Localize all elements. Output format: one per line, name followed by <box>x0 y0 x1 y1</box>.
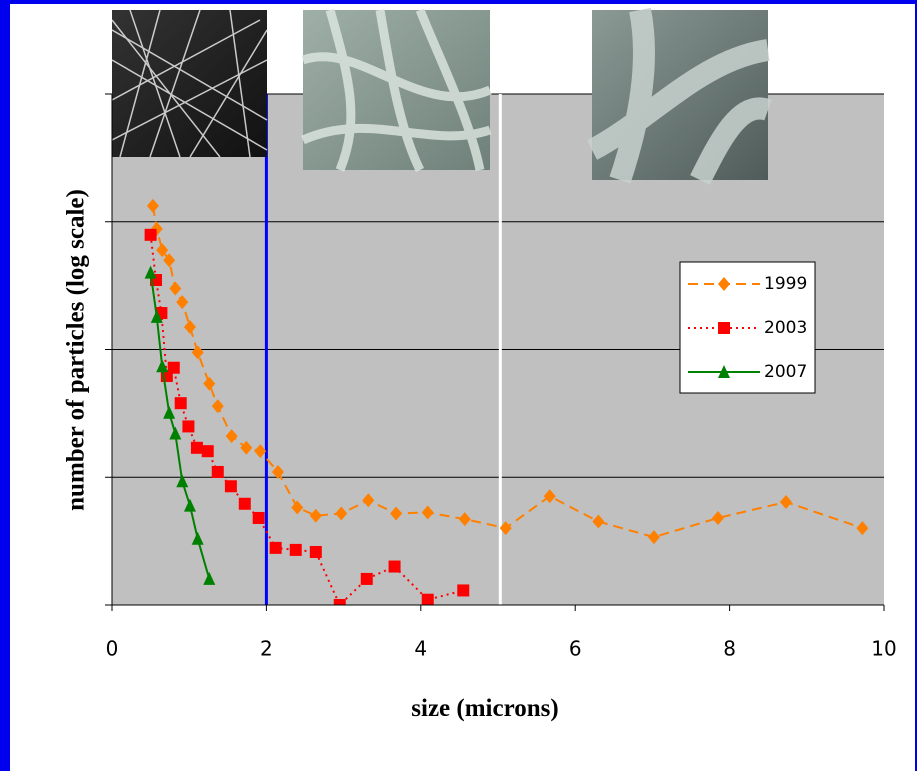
fiber-image-fine <box>111 9 268 158</box>
marker <box>211 399 224 414</box>
legend-label: 2007 <box>764 362 807 382</box>
marker <box>146 198 159 213</box>
marker <box>191 345 204 360</box>
marker <box>176 295 189 310</box>
marker <box>191 531 204 545</box>
axes: 0 2 4 6 8 10 <box>105 93 897 661</box>
fiber-image-medium <box>301 8 492 173</box>
marker <box>224 480 237 493</box>
marker <box>289 543 302 556</box>
legend-label: 2003 <box>764 318 807 338</box>
x-tick-label: 0 <box>106 637 119 661</box>
marker <box>182 420 195 433</box>
marker <box>225 429 238 444</box>
marker <box>169 426 182 440</box>
marker <box>291 500 304 515</box>
marker <box>254 444 267 459</box>
x-axis-title: size (microns) <box>411 695 558 722</box>
marker <box>190 441 203 454</box>
marker <box>211 465 224 478</box>
marker <box>592 514 605 529</box>
marker <box>271 464 284 479</box>
marker <box>150 309 163 323</box>
marker <box>421 593 434 605</box>
marker <box>457 584 470 597</box>
marker <box>163 405 176 419</box>
marker <box>647 530 660 545</box>
marker <box>183 498 196 512</box>
legend: 1999 2003 2007 <box>679 261 816 394</box>
marker <box>163 253 176 268</box>
marker <box>360 572 373 585</box>
marker <box>269 541 282 554</box>
series-group <box>144 198 869 605</box>
x-tick-label: 6 <box>569 637 582 661</box>
x-tick-label: 10 <box>871 637 896 661</box>
marker <box>167 361 180 374</box>
marker <box>362 493 375 508</box>
marker <box>421 505 434 520</box>
marker <box>169 281 182 296</box>
marker <box>252 511 265 524</box>
y-axis-title: number of particles (log scale) <box>63 189 90 511</box>
marker <box>156 359 169 373</box>
marker <box>458 512 471 527</box>
marker <box>335 506 348 521</box>
marker <box>201 445 214 458</box>
x-tick-label: 4 <box>414 637 427 661</box>
marker <box>309 508 322 523</box>
series-line <box>151 205 863 539</box>
legend-label: 1999 <box>764 274 807 294</box>
fiber-image-coarse <box>586 7 772 185</box>
x-tick-label: 8 <box>723 637 736 661</box>
marker <box>240 440 253 455</box>
marker <box>176 474 189 488</box>
marker <box>390 506 403 521</box>
marker <box>144 228 157 241</box>
reference-lines <box>264 94 502 605</box>
legend-marker <box>718 322 730 334</box>
marker <box>499 521 512 536</box>
marker <box>388 560 401 573</box>
marker <box>174 397 187 410</box>
marker <box>144 265 157 279</box>
legend-marker <box>718 365 730 378</box>
x-tick-label: 2 <box>260 637 273 661</box>
marker <box>333 599 346 605</box>
marker <box>183 320 196 335</box>
legend-marker <box>718 277 730 291</box>
marker <box>156 243 169 258</box>
marker <box>779 495 792 510</box>
marker <box>309 545 322 558</box>
marker <box>712 510 725 525</box>
marker <box>203 376 216 391</box>
marker <box>543 489 556 504</box>
marker <box>203 571 216 585</box>
marker <box>856 521 869 536</box>
marker <box>238 497 251 510</box>
